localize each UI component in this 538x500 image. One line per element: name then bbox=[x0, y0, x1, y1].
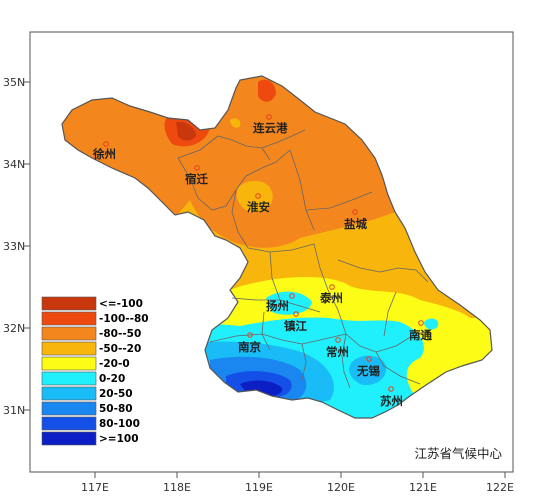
city-label-nanjing: 南京 bbox=[238, 340, 261, 354]
legend-label-8: 80-100 bbox=[99, 418, 140, 430]
zone-minus-50-20-huaian bbox=[236, 180, 273, 213]
city-marker-nanjing bbox=[247, 332, 253, 338]
city-label-yancheng: 盐城 bbox=[344, 217, 367, 231]
legend-label-7: 50-80 bbox=[99, 403, 133, 415]
legend-label-6: 20-50 bbox=[99, 388, 133, 400]
legend-swatch-3 bbox=[41, 341, 97, 356]
lon-label-120e: 120E bbox=[327, 481, 355, 494]
city-marker-xuzhou bbox=[103, 141, 109, 147]
lat-label-31n: 31N bbox=[3, 404, 25, 417]
city-marker-lianyungang bbox=[266, 114, 272, 120]
city-label-xuzhou: 徐州 bbox=[92, 147, 116, 161]
lon-label-119e: 119E bbox=[245, 481, 273, 494]
city-label-lianyungang: 连云港 bbox=[253, 121, 288, 135]
legend-swatch-7 bbox=[41, 401, 97, 416]
city-marker-yancheng bbox=[352, 209, 358, 215]
city-label-huaian: 淮安 bbox=[247, 200, 270, 214]
city-label-taizhou: 泰州 bbox=[319, 291, 343, 305]
credit-text: 江苏省气候中心 bbox=[414, 446, 502, 461]
city-label-suqian: 宿迁 bbox=[185, 172, 208, 186]
legend-label-9: >=100 bbox=[99, 433, 139, 445]
lat-label-32n: 32N bbox=[3, 322, 25, 335]
tick-marks bbox=[24, 81, 506, 478]
legend-swatch-0 bbox=[41, 296, 97, 311]
city-label-yangzhou: 扬州 bbox=[266, 299, 289, 313]
legend-swatch-2 bbox=[41, 326, 97, 341]
legend-swatch-6 bbox=[41, 386, 97, 401]
legend-label-2: -80--50 bbox=[99, 328, 141, 340]
legend-label-3: -50--20 bbox=[99, 343, 141, 355]
lon-label-121e: 121E bbox=[409, 481, 437, 494]
city-label-changzhou: 常州 bbox=[326, 345, 349, 359]
lat-label-34n: 34N bbox=[3, 158, 25, 171]
city-label-nantong: 南通 bbox=[409, 328, 432, 342]
legend-swatch-1 bbox=[41, 311, 97, 326]
legend-swatch-8 bbox=[41, 416, 97, 431]
zone-minus-100-80-lyg bbox=[258, 79, 276, 102]
zone-20-50-wuxi bbox=[349, 355, 387, 386]
lon-label-118e: 118E bbox=[163, 481, 191, 494]
city-boundaries bbox=[177, 129, 431, 389]
city-marker-nantong bbox=[418, 320, 424, 326]
province-outline bbox=[61, 75, 493, 419]
city-marker-wuxi bbox=[366, 356, 372, 362]
city-label-wuxi: 无锡 bbox=[356, 364, 380, 378]
lon-label-117e: 117E bbox=[81, 481, 109, 494]
zone-le-100-xuzhou bbox=[176, 121, 196, 141]
city-marker-yangzhou bbox=[289, 293, 295, 299]
zone-0-20-yangzhou bbox=[266, 291, 312, 315]
city-marker-huaian bbox=[255, 193, 261, 199]
legend-label-0: <=-100 bbox=[99, 298, 143, 310]
zone-minus-50-20-nw bbox=[230, 118, 241, 128]
city-marker-taizhou bbox=[329, 284, 335, 290]
city-marker-zhenjiang bbox=[293, 311, 299, 317]
city-markers bbox=[103, 114, 424, 392]
legend-swatch-5 bbox=[41, 371, 97, 386]
lon-label-122e: 122E bbox=[486, 481, 514, 494]
city-label-suzhou: 苏州 bbox=[380, 394, 403, 408]
zone-0-20-nantong bbox=[424, 318, 439, 330]
city-marker-suqian bbox=[194, 165, 200, 171]
city-marker-suzhou bbox=[388, 386, 394, 392]
legend-label-5: 0-20 bbox=[99, 373, 125, 385]
lat-label-35n: 35N bbox=[3, 76, 25, 89]
city-label-zhenjiang: 镇江 bbox=[284, 319, 307, 333]
legend: <=-100 -100--80 -80--50 -50--20 -20-0 0-… bbox=[41, 296, 149, 446]
city-marker-changzhou bbox=[335, 337, 341, 343]
legend-label-4: -20-0 bbox=[99, 358, 130, 370]
legend-label-1: -100--80 bbox=[99, 313, 149, 325]
lat-label-33n: 33N bbox=[3, 240, 25, 253]
legend-swatch-9 bbox=[41, 431, 97, 446]
legend-swatch-4 bbox=[41, 356, 97, 371]
